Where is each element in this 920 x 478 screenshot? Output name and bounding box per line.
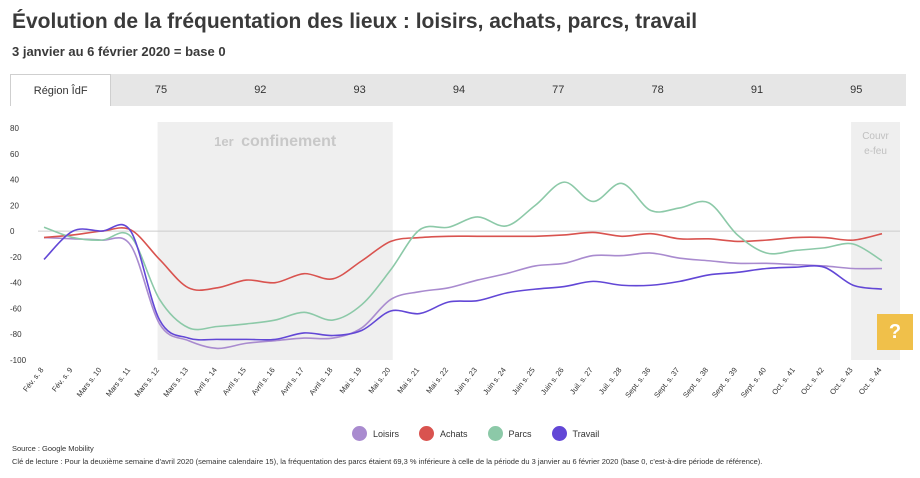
legend-label-travail: Travail bbox=[572, 428, 600, 439]
legend-swatch-travail bbox=[551, 426, 567, 441]
series-line-achats bbox=[43, 227, 883, 292]
legend-swatch-parcs bbox=[487, 426, 503, 441]
x-tick-label: Oct. s. 43 bbox=[828, 366, 855, 397]
x-tick-label: Fév. s. 8 bbox=[21, 366, 45, 394]
y-tick-label: -20 bbox=[10, 253, 22, 262]
tab-region-idf[interactable]: Région ÎdF bbox=[10, 74, 112, 106]
tab-78[interactable]: 78 bbox=[651, 84, 664, 96]
y-tick-label: 60 bbox=[10, 150, 19, 159]
x-tick-label: Mai s. 20 bbox=[367, 366, 393, 396]
x-tick-label: Mars s. 11 bbox=[104, 366, 132, 399]
x-tick-label: Oct. s. 42 bbox=[799, 366, 826, 397]
tab-95[interactable]: 95 bbox=[850, 84, 863, 96]
x-tick-label: Juil. s. 28 bbox=[597, 366, 624, 397]
y-tick-label: 20 bbox=[10, 201, 19, 210]
reading-note: Clé de lecture : Pour la deuxième semain… bbox=[12, 457, 763, 466]
x-tick-label: Juin s. 24 bbox=[481, 366, 508, 397]
x-tick-label: Mars s. 12 bbox=[133, 366, 162, 399]
series-line-parcs bbox=[43, 181, 883, 331]
tab-94[interactable]: 94 bbox=[452, 84, 466, 96]
couvre-feu-label-1: Couvr bbox=[862, 131, 889, 142]
x-tick-label: Avril s. 14 bbox=[192, 366, 219, 397]
x-tick-label: Juil. s. 27 bbox=[568, 366, 595, 397]
x-tick-label: Oct. s. 41 bbox=[770, 366, 797, 397]
legend-label-parcs: Parcs bbox=[508, 428, 532, 439]
x-tick-label: Fév. s. 9 bbox=[50, 366, 74, 394]
x-tick-label: Oct. s. 44 bbox=[857, 366, 884, 397]
y-tick-label: 40 bbox=[10, 176, 19, 185]
x-tick-label: Mai s. 21 bbox=[395, 366, 421, 396]
y-tick-label: 0 bbox=[10, 227, 15, 236]
x-tick-label: Mai s. 19 bbox=[338, 366, 364, 396]
x-tick-label: Sept. s. 39 bbox=[710, 366, 739, 400]
y-tick-label: -80 bbox=[10, 330, 22, 339]
legend-swatch-achats bbox=[419, 426, 435, 441]
legend-label-achats: Achats bbox=[440, 428, 468, 439]
confinement-main: confinement bbox=[241, 133, 337, 150]
legend-item-travail[interactable]: Travail bbox=[551, 426, 600, 441]
help-button[interactable]: ? bbox=[877, 314, 913, 350]
confinement-sup: 1er bbox=[214, 134, 234, 149]
tab-75[interactable]: 75 bbox=[154, 84, 168, 96]
x-tick-label: Juin s. 23 bbox=[452, 366, 479, 397]
confinement-label: 1er confinement bbox=[214, 133, 337, 150]
source-text: Source : Google Mobility bbox=[12, 444, 94, 453]
x-tick-label: Sept. s. 37 bbox=[652, 366, 681, 400]
line-chart: 80 60 40 20 0 -20 -40 -60 -80 -100 Fév. s. 8 Fév. … bbox=[10, 122, 900, 400]
x-tick-label: Sept. s. 36 bbox=[623, 366, 652, 400]
series-line-travail bbox=[43, 223, 883, 341]
x-tick-label: Mars s. 13 bbox=[161, 366, 190, 399]
y-tick-label: -40 bbox=[10, 279, 22, 288]
chart-legend: Loisirs Achats Parcs Travail bbox=[352, 426, 599, 441]
legend-item-achats[interactable]: Achats bbox=[419, 426, 468, 441]
y-tick-label: -100 bbox=[10, 356, 27, 365]
confinement-band bbox=[157, 122, 393, 360]
legend-item-loisirs[interactable]: Loisirs bbox=[352, 426, 399, 441]
x-tick-label: Mars s. 10 bbox=[75, 366, 104, 399]
x-tick-label: Juin s. 26 bbox=[539, 366, 566, 397]
tab-77[interactable]: 77 bbox=[552, 84, 565, 96]
series-line-loisirs bbox=[43, 236, 883, 350]
chart-title: Évolution de la fréquentation des lieux … bbox=[12, 10, 698, 33]
couvre-feu-label-2: e-feu bbox=[864, 146, 887, 157]
legend-item-parcs[interactable]: Parcs bbox=[487, 426, 532, 441]
y-tick-label: -60 bbox=[10, 304, 22, 313]
x-tick-label: Avril s. 16 bbox=[249, 366, 276, 397]
tab-93[interactable]: 93 bbox=[353, 84, 366, 96]
department-tabs: Région ÎdF 75 92 93 94 77 78 91 95 bbox=[10, 74, 906, 106]
y-tick-label: 80 bbox=[10, 124, 19, 133]
x-tick-label: Sept. s. 38 bbox=[681, 366, 710, 400]
legend-swatch-loisirs bbox=[352, 426, 367, 441]
x-tick-label: Juin s. 25 bbox=[510, 366, 537, 397]
x-tick-label: Sept. s. 40 bbox=[739, 366, 768, 400]
x-tick-label: Mai s. 22 bbox=[424, 366, 450, 396]
tab-92[interactable]: 92 bbox=[254, 84, 267, 96]
x-tick-label: Avril s. 17 bbox=[278, 366, 305, 397]
x-tick-label: Avril s. 18 bbox=[307, 366, 334, 397]
legend-label-loisirs: Loisirs bbox=[373, 428, 400, 439]
tab-91[interactable]: 91 bbox=[750, 84, 764, 96]
chart-area: 80 60 40 20 0 -20 -40 -60 -80 -100 Fév. s. 8 Fév. … bbox=[0, 108, 920, 438]
x-tick-label: Avril s. 15 bbox=[221, 366, 248, 397]
chart-subtitle: 3 janvier au 6 février 2020 = base 0 bbox=[12, 44, 226, 59]
